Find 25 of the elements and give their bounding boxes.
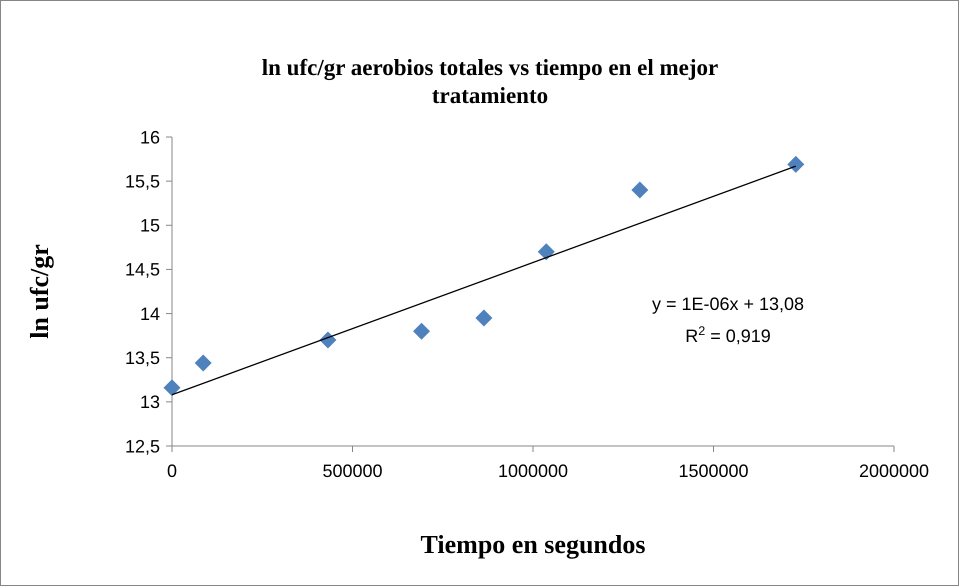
x-tick-label: 500000 xyxy=(322,461,383,481)
point xyxy=(787,156,804,173)
point xyxy=(538,243,555,260)
y-axis-title: ln ufc/gr xyxy=(25,244,54,339)
x-tick-label: 0 xyxy=(166,461,178,481)
point xyxy=(194,354,212,372)
x-axis-title: Tiempo en segundos xyxy=(420,530,646,559)
y-tick-label: 15 xyxy=(140,216,160,236)
x-tick-label: 1000000 xyxy=(498,461,568,481)
point xyxy=(631,181,648,198)
y-tick-label: 12,5 xyxy=(124,436,160,456)
y-tick-label: 13 xyxy=(140,392,160,412)
point xyxy=(413,322,430,340)
y-tick-label: 15,5 xyxy=(124,171,160,192)
y-tick-label: 16 xyxy=(140,127,160,148)
y-tick-label: 13,5 xyxy=(124,348,160,368)
chart-title: ln ufc/gr aerobios totales vs tiempo en el mejor tratamiento xyxy=(262,55,718,108)
point xyxy=(164,379,180,396)
y-tick-label: 14,5 xyxy=(124,260,160,280)
point xyxy=(475,309,492,326)
annotation: R$^{2}$ = 0,919 xyxy=(685,324,771,346)
x-tick-label: 1500000 xyxy=(678,461,749,481)
annotation: y = 1E-06x + 13,08 xyxy=(652,294,804,314)
y-tick-label: 14 xyxy=(140,304,160,324)
x-tick-label: 2000000 xyxy=(858,461,930,481)
